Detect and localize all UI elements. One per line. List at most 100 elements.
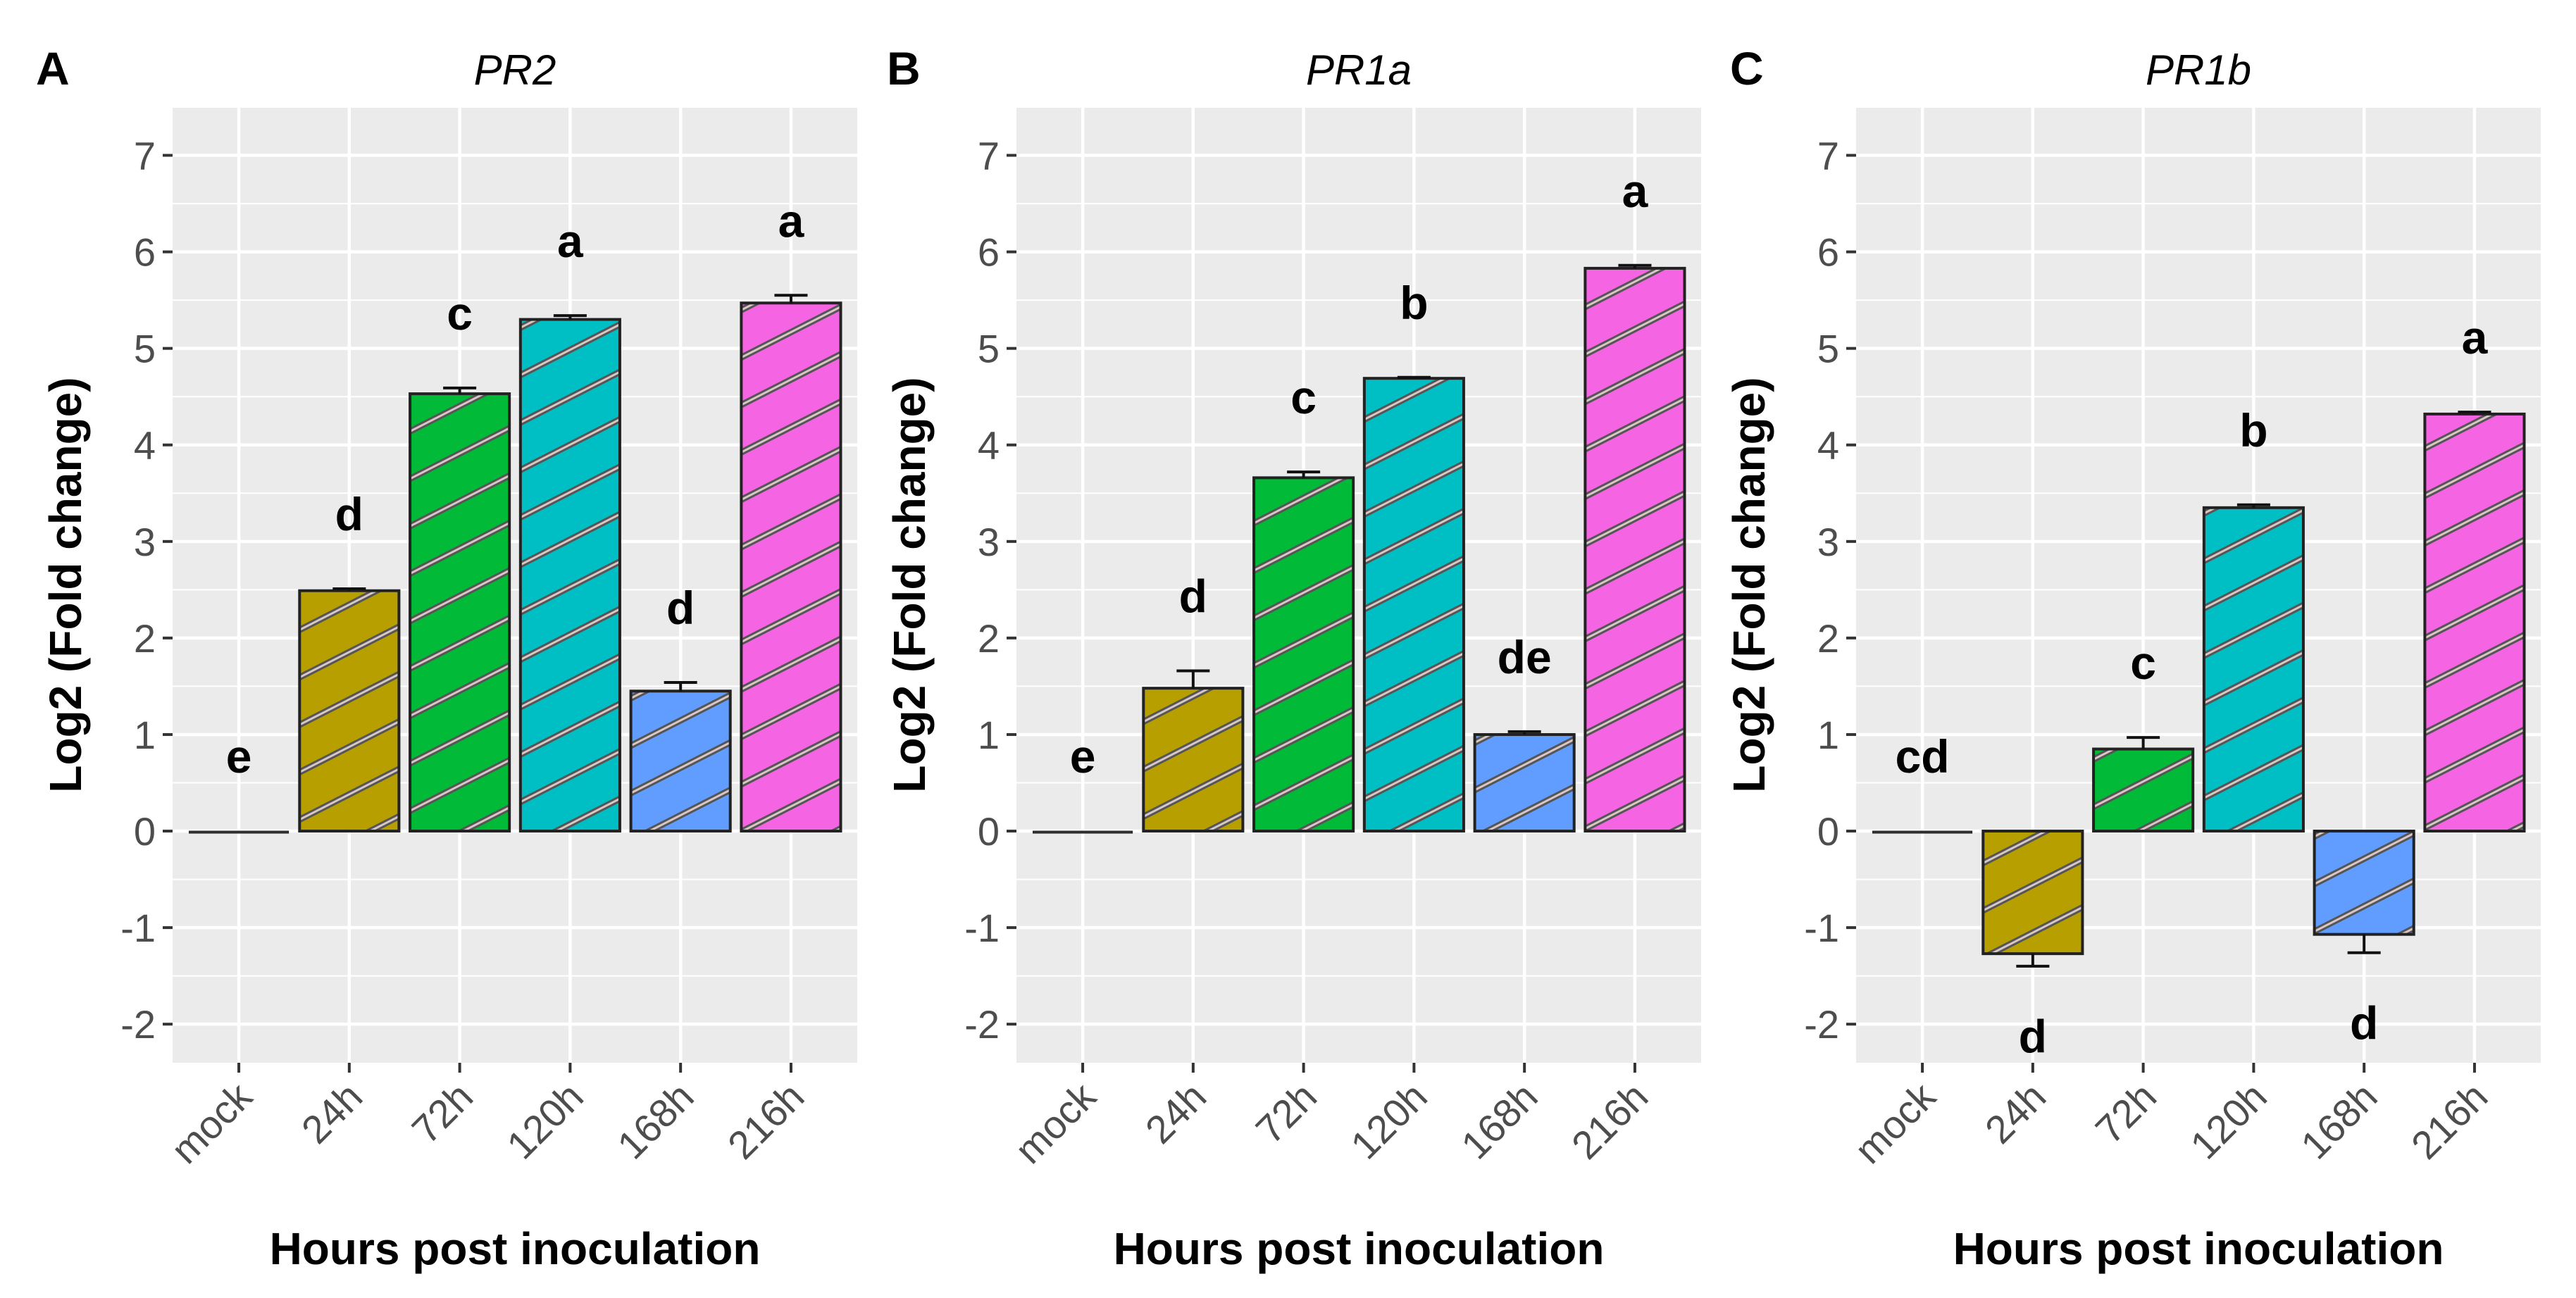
y-tick-label: 5 xyxy=(134,327,156,371)
x-tick-label: 216h xyxy=(1563,1074,1657,1168)
x-axis-title: Hours post inoculation xyxy=(270,1223,761,1274)
y-axis-title: Log2 (Fold change) xyxy=(40,377,91,792)
y-tick-label: 2 xyxy=(978,616,1000,661)
bar-120h xyxy=(518,318,621,833)
y-axis-title: Log2 (Fold change) xyxy=(884,377,935,792)
bar-216h xyxy=(2423,412,2526,833)
x-tick-label: 168h xyxy=(609,1074,702,1168)
x-tick-label: 168h xyxy=(1452,1074,1546,1168)
bar-mock xyxy=(189,830,290,834)
y-tick-label: -2 xyxy=(120,1002,156,1047)
bar-168h xyxy=(1473,732,1576,833)
y-tick-label: 6 xyxy=(134,230,156,275)
bar-120h xyxy=(2202,506,2305,833)
significance-label: d xyxy=(666,582,695,634)
x-tick-label: 72h xyxy=(403,1074,481,1152)
panel-a: -2 -1 0 1 2 3 4 5 6 7 e mock d 24h c 72h a 120h d 168h a 216h… xyxy=(36,42,857,1274)
y-tick-label: 6 xyxy=(978,230,1000,275)
y-tick-label: 2 xyxy=(1817,616,1839,661)
y-tick-label: 4 xyxy=(978,423,1000,468)
panel-title: PR2 xyxy=(474,46,556,94)
x-tick-label: 168h xyxy=(2292,1074,2386,1168)
y-tick-label: -1 xyxy=(1804,906,1839,950)
panel-label: A xyxy=(36,42,70,94)
y-tick-label: 0 xyxy=(134,809,156,854)
y-tick-label: 6 xyxy=(1817,230,1839,275)
y-tick-label: 0 xyxy=(978,809,1000,854)
bar-216h xyxy=(740,301,842,833)
panel-label: B xyxy=(887,42,921,94)
significance-label: c xyxy=(447,287,473,339)
y-tick-label: -1 xyxy=(120,906,156,950)
significance-label: d xyxy=(1179,570,1207,623)
x-tick-label: 24h xyxy=(293,1074,371,1152)
significance-label: de xyxy=(1498,631,1552,683)
x-tick-label: mock xyxy=(1006,1073,1105,1172)
bar-24h xyxy=(298,589,401,833)
bar-168h xyxy=(2313,830,2415,936)
x-tick-label: 216h xyxy=(2403,1074,2496,1168)
y-tick-label: 1 xyxy=(1817,713,1839,757)
y-tick-label: -2 xyxy=(1804,1002,1839,1047)
y-tick-label: 5 xyxy=(1817,327,1839,371)
significance-label: d xyxy=(2019,1011,2047,1063)
bar-216h xyxy=(1583,266,1686,833)
x-tick-label: mock xyxy=(162,1073,261,1172)
panel-label: C xyxy=(1730,42,1764,94)
significance-label: a xyxy=(2462,311,2489,363)
significance-label: a xyxy=(1622,165,1649,217)
significance-label: d xyxy=(2350,997,2378,1049)
bar-mock xyxy=(1033,830,1133,834)
bar-72h xyxy=(1252,476,1355,833)
bar-72h xyxy=(2092,747,2195,833)
x-tick-label: 216h xyxy=(719,1074,813,1168)
y-tick-label: 5 xyxy=(978,327,1000,371)
y-tick-label: 7 xyxy=(134,134,156,178)
y-tick-label: 1 xyxy=(978,713,1000,757)
x-axis-title: Hours post inoculation xyxy=(1953,1223,2444,1274)
y-tick-label: 3 xyxy=(134,520,156,564)
significance-label: e xyxy=(226,730,252,782)
bar-72h xyxy=(409,392,511,833)
x-tick-label: 24h xyxy=(1977,1074,2055,1152)
significance-label: b xyxy=(1400,277,1428,329)
y-tick-label: 2 xyxy=(134,616,156,661)
panel-c: -2 -1 0 1 2 3 4 5 6 7 cd mock d 24h c 72h b 120h d 168h a 216… xyxy=(1724,42,2541,1274)
y-tick-label: 3 xyxy=(978,520,1000,564)
x-tick-label: 72h xyxy=(1247,1074,1325,1152)
significance-label: cd xyxy=(1896,730,1950,782)
y-tick-label: 7 xyxy=(1817,134,1839,178)
significance-label: b xyxy=(2239,404,2267,456)
y-tick-label: 4 xyxy=(1817,423,1839,468)
significance-label: a xyxy=(778,194,805,247)
y-axis-title: Log2 (Fold change) xyxy=(1724,377,1774,792)
bar-24h xyxy=(1981,830,2084,956)
y-tick-label: 4 xyxy=(134,423,156,468)
panel-title: PR1a xyxy=(1306,46,1412,94)
x-tick-label: 24h xyxy=(1137,1074,1215,1152)
y-tick-label: -1 xyxy=(964,906,1000,950)
x-tick-label: 120h xyxy=(498,1074,592,1168)
y-tick-label: -2 xyxy=(964,1002,1000,1047)
bar-168h xyxy=(629,689,732,833)
y-tick-label: 3 xyxy=(1817,520,1839,564)
panel-b: -2 -1 0 1 2 3 4 5 6 7 e mock d 24h c 72h b 120h de 168h a 216… xyxy=(884,42,1701,1274)
significance-label: c xyxy=(2130,637,2156,689)
x-axis-title: Hours post inoculation xyxy=(1114,1223,1605,1274)
x-tick-label: mock xyxy=(1846,1073,1944,1172)
y-tick-label: 7 xyxy=(978,134,1000,178)
x-tick-label: 72h xyxy=(2086,1074,2165,1152)
x-tick-label: 120h xyxy=(1342,1074,1436,1168)
significance-label: c xyxy=(1290,371,1317,423)
significance-label: e xyxy=(1070,730,1096,782)
panel-title: PR1b xyxy=(2146,46,2251,94)
y-tick-label: 1 xyxy=(134,713,156,757)
bar-120h xyxy=(1362,377,1465,833)
bar-24h xyxy=(1142,687,1245,833)
bar-mock xyxy=(1872,830,1973,834)
significance-label: d xyxy=(335,488,363,540)
y-tick-label: 0 xyxy=(1817,809,1839,854)
significance-label: a xyxy=(557,215,584,267)
x-tick-label: 120h xyxy=(2182,1074,2275,1168)
